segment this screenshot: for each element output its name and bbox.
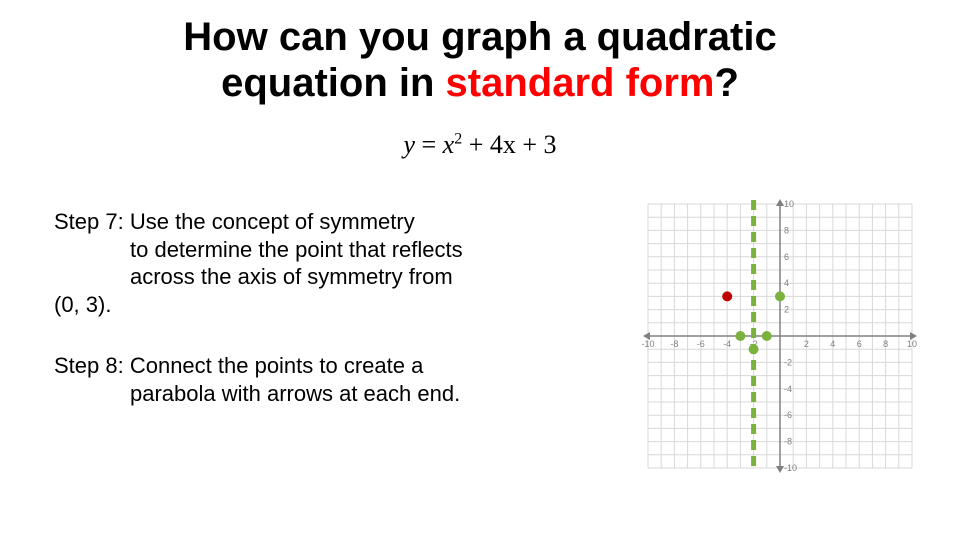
page-title: How can you graph a quadratic equation i… <box>0 0 960 106</box>
equation-eq: = <box>415 130 443 159</box>
step7-line2: to determine the point that reflects <box>54 236 620 264</box>
svg-text:-8: -8 <box>670 339 678 349</box>
step7-line4: (0, 3). <box>54 291 620 319</box>
svg-text:4: 4 <box>830 339 835 349</box>
step-7: Step 7: Use the concept of symmetry to d… <box>54 208 620 318</box>
equation-y: y <box>403 130 415 159</box>
svg-text:2: 2 <box>784 305 789 315</box>
svg-text:8: 8 <box>784 225 789 235</box>
coordinate-graph: -10-8-6-4-2246810-10-8-6-4-2246810 <box>630 186 930 486</box>
equation: y = x2 + 4x + 3 <box>0 130 960 160</box>
steps-column: Step 7: Use the concept of symmetry to d… <box>54 208 620 486</box>
svg-text:4: 4 <box>784 278 789 288</box>
svg-text:-4: -4 <box>784 384 792 394</box>
svg-text:-10: -10 <box>641 339 654 349</box>
equation-rest: + 4x + 3 <box>462 130 556 159</box>
step8-line2: parabola with arrows at each end. <box>54 380 620 408</box>
svg-text:8: 8 <box>883 339 888 349</box>
title-line2-suffix: ? <box>714 61 738 105</box>
svg-text:-6: -6 <box>784 410 792 420</box>
step8-line1: Step 8: Connect the points to create a <box>54 352 620 380</box>
step7-line1: Step 7: Use the concept of symmetry <box>54 208 620 236</box>
svg-text:-8: -8 <box>784 437 792 447</box>
svg-text:10: 10 <box>907 339 917 349</box>
svg-text:6: 6 <box>784 252 789 262</box>
graph-container: -10-8-6-4-2246810-10-8-6-4-2246810 <box>620 186 940 486</box>
svg-text:6: 6 <box>857 339 862 349</box>
svg-text:10: 10 <box>784 199 794 209</box>
title-line2-red: standard form <box>446 61 715 105</box>
step7-line3: across the axis of symmetry from <box>54 263 620 291</box>
title-line2-prefix: equation in <box>221 61 445 105</box>
step-8: Step 8: Connect the points to create a p… <box>54 352 620 407</box>
equation-x: x <box>443 130 455 159</box>
content-row: Step 7: Use the concept of symmetry to d… <box>0 208 960 486</box>
svg-text:2: 2 <box>804 339 809 349</box>
title-line1: How can you graph a quadratic <box>183 15 776 59</box>
svg-text:-2: -2 <box>784 357 792 367</box>
svg-text:-10: -10 <box>784 463 797 473</box>
svg-text:-4: -4 <box>723 339 731 349</box>
svg-text:-6: -6 <box>697 339 705 349</box>
